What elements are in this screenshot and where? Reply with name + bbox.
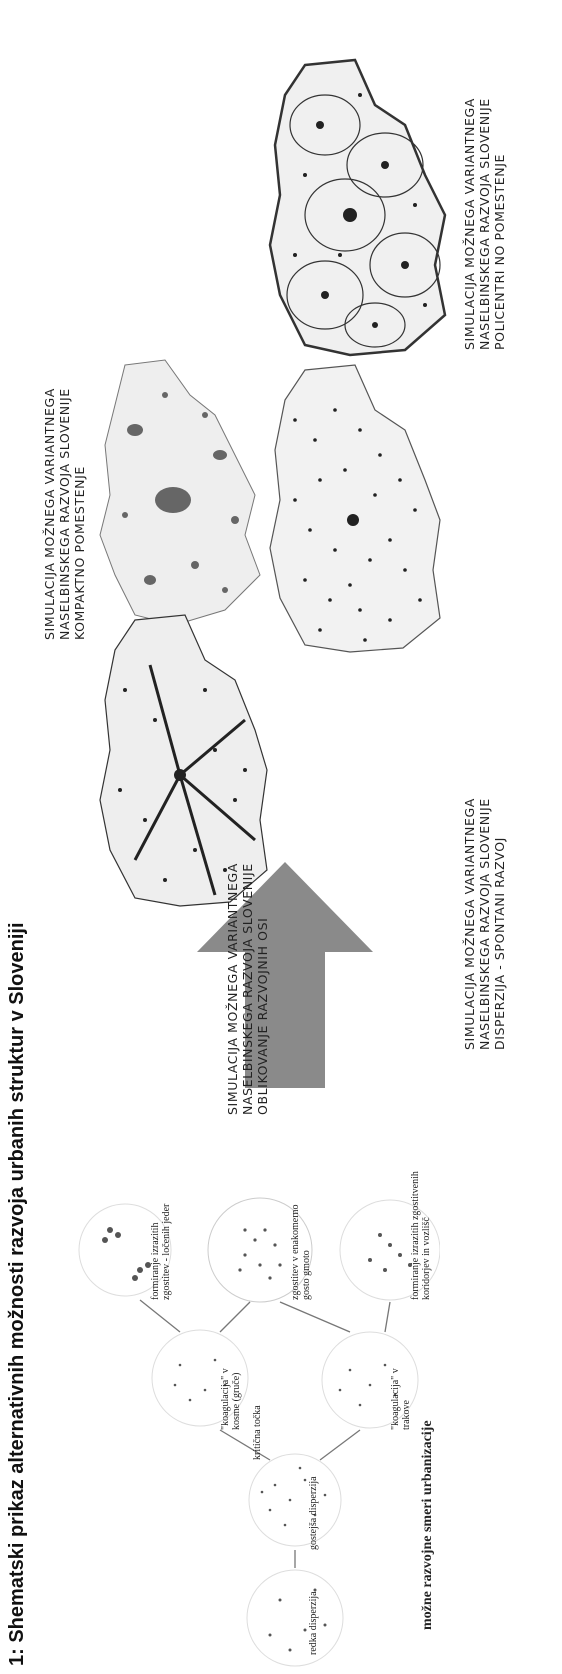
stage-label-kosme: "koagulacija" v kosme (gruče) (220, 1368, 242, 1430)
cluster-kosme (151, 1329, 249, 1427)
map-disperzija (269, 364, 441, 653)
caption-disperzija: SIMULACIJA MOŽNEGA VARIANTNEGA NASELBINSK… (462, 798, 507, 1050)
urbanization-diagram: redka disperzija gostejša disperzija kri… (40, 1130, 441, 1670)
up-arrow (197, 862, 373, 1088)
map-outline (268, 58, 447, 357)
settlements (118, 688, 247, 882)
center-circles (286, 94, 441, 348)
figure-title: 1: Shematski prikaz alternativnih možnos… (6, 922, 28, 1666)
map-policentri (268, 58, 447, 357)
caption-kompaktno: SIMULACIJA MOŽNEGA VARIANTNEGA NASELBINSK… (42, 388, 87, 640)
diagram-graphics (78, 1197, 441, 1667)
arrow-4 (139, 1299, 181, 1333)
cluster-trakovi (321, 1331, 419, 1429)
cluster-denser (248, 1453, 342, 1547)
diagram-footer: možne razvojne smeri urbanizacije (420, 1420, 435, 1630)
map-outline (99, 614, 268, 907)
settlements (293, 93, 427, 328)
stage-label-gostejsa: gostejša disperzija (308, 1476, 319, 1550)
arrow-3 (319, 1429, 361, 1461)
stage-label-redka: redka disperzija (308, 1591, 319, 1655)
stage-label-jedra: formiranje izrazitih zgostitev - ločenih… (150, 1203, 172, 1300)
settlements (293, 408, 422, 642)
caption-policentri: SIMULACIJA MOŽNEGA VARIANTNEGA NASELBINSK… (462, 98, 507, 350)
map-razvojne-osi (99, 614, 268, 907)
stage-label-kriticna: kritična točka (252, 1405, 263, 1460)
cluster-jedra (78, 1203, 172, 1297)
flow-arrows (139, 1299, 391, 1568)
map-kompaktno (99, 359, 261, 626)
arrow-6 (279, 1301, 351, 1333)
development-axes (133, 664, 256, 896)
caption-razvojne-osi: SIMULACIJA MOŽNEGA VARIANTNEGA NASELBINSK… (225, 863, 270, 1115)
arrow-7 (384, 1301, 391, 1333)
stage-label-trakovi: "koagulacija" v trakove (390, 1368, 412, 1430)
up-arrow-shape (197, 862, 373, 1088)
arrow-2 (219, 1429, 271, 1461)
arrow-5 (219, 1301, 251, 1333)
dots (102, 1227, 412, 1652)
cluster-sparse (246, 1569, 344, 1667)
stage-label-gmota: zgostitev v enakomerno gosto gmoto (290, 1204, 312, 1300)
stage-label-koridorji: formiranje izrazitih zgostitvenih korido… (410, 1171, 432, 1300)
map-outline (269, 364, 441, 653)
cluster-gmota (207, 1197, 313, 1303)
settlements (122, 392, 239, 593)
